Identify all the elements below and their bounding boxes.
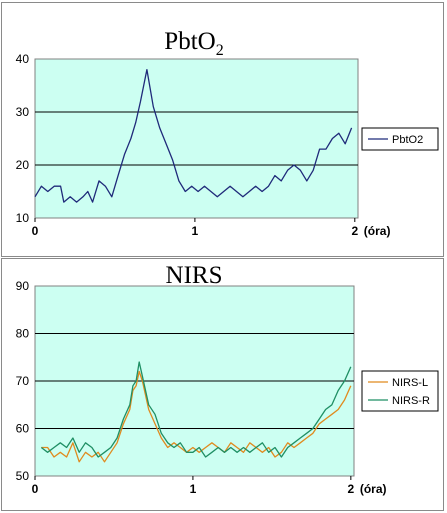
- nirs-legend-label: NIRS-R: [392, 395, 430, 407]
- pbto2-y-tick-label: 30: [16, 105, 30, 119]
- pbto2-x-tick-label: 2: [351, 224, 358, 238]
- pbto2-legend-label: PbtO2: [392, 134, 423, 146]
- pbto2-series-line-pbto2: [34, 68, 353, 203]
- nirs-series-line-nirs-r: [40, 361, 352, 458]
- nirs-y-tick-label: 50: [16, 469, 30, 483]
- pbto2-y-tick-label: 20: [16, 158, 30, 172]
- nirs-y-tick-label: 80: [16, 327, 30, 341]
- pbto2-x-unit-label: (óra): [364, 224, 391, 238]
- nirs-chart: NIRS 50 60 70 80 90 0 1 2 (óra) NIRS-L NIRS-R: [16, 262, 439, 496]
- pbto2-y-tick-label: 40: [16, 52, 30, 66]
- nirs-chart-title: NIRS: [166, 262, 223, 289]
- pbto2-chart-title: PbtO2: [164, 28, 223, 59]
- nirs-series-line-nirs-l: [41, 370, 352, 463]
- nirs-chart-panel: NIRS 50 60 70 80 90 0 1 2 (óra) NIRS-L NIRS-R: [1, 258, 444, 511]
- nirs-legend: [361, 370, 439, 412]
- nirs-x-tick-label: 1: [190, 482, 197, 496]
- pbto2-x-tick-label: 0: [32, 224, 39, 238]
- nirs-x-unit-label: (óra): [360, 482, 387, 496]
- pbto2-x-tick-label: 1: [192, 224, 199, 238]
- nirs-y-tick-label: 60: [16, 422, 30, 436]
- pbto2-chart: PbtO2 10 20 30 40 0 1 2 (óra) PbtO2: [16, 28, 439, 238]
- pbto2-plot-area: [34, 58, 359, 219]
- pbto2-y-tick-label: 10: [16, 211, 30, 225]
- nirs-x-tick-label: 0: [32, 482, 39, 496]
- pbto2-chart-panel: PbtO2 10 20 30 40 0 1 2 (óra) PbtO2: [1, 2, 444, 257]
- nirs-y-tick-label: 90: [16, 279, 30, 293]
- nirs-x-tick-label: 2: [347, 482, 354, 496]
- nirs-y-tick-label: 70: [16, 374, 30, 388]
- nirs-legend-label: NIRS-L: [392, 377, 428, 389]
- pbto2-legend: [361, 127, 439, 151]
